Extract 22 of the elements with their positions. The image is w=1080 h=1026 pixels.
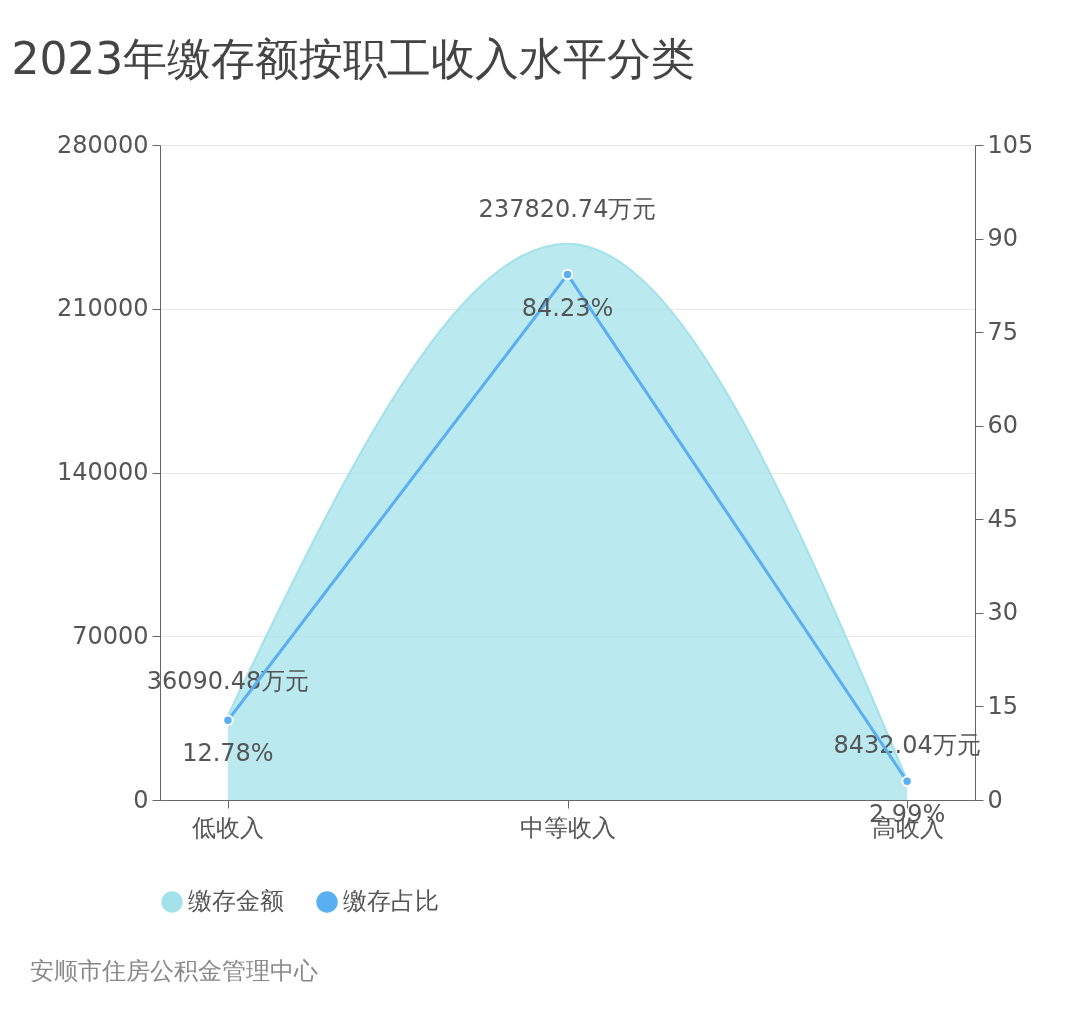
y-tick-label: 0 — [133, 785, 149, 814]
point — [561, 268, 574, 281]
legend-label: 缴存金额 — [188, 887, 284, 915]
y2-tick-label: 90 — [987, 224, 1019, 253]
y2-tick-label: 105 — [987, 130, 1034, 159]
y2-tick-label: 15 — [987, 691, 1019, 720]
y2-tick-label: 60 — [987, 411, 1019, 440]
chart-title: 2023年缴存额按职工收入水平分类 — [11, 33, 696, 84]
y-tick-label: 140000 — [56, 458, 149, 486]
y-tick-label: 210000 — [56, 294, 149, 323]
legend-label: 缴存占比 — [343, 887, 439, 915]
y-tick-label: 280000 — [56, 130, 149, 159]
x-tick-label: 中等收入 — [520, 813, 616, 842]
y2-tick-label: 0 — [987, 785, 1003, 814]
y2-tick-label: 45 — [987, 504, 1019, 533]
data-label: 12.78% — [182, 739, 274, 768]
y-tick-label: 70000 — [72, 621, 149, 650]
text: 安顺市住房公积金管理中心 — [30, 956, 318, 987]
y2-tick-label: 75 — [987, 317, 1019, 346]
data-label: 237820.74万元 — [478, 194, 657, 223]
y2-tick-label: 30 — [987, 598, 1019, 627]
x-tick-label: 低收入 — [192, 813, 265, 842]
